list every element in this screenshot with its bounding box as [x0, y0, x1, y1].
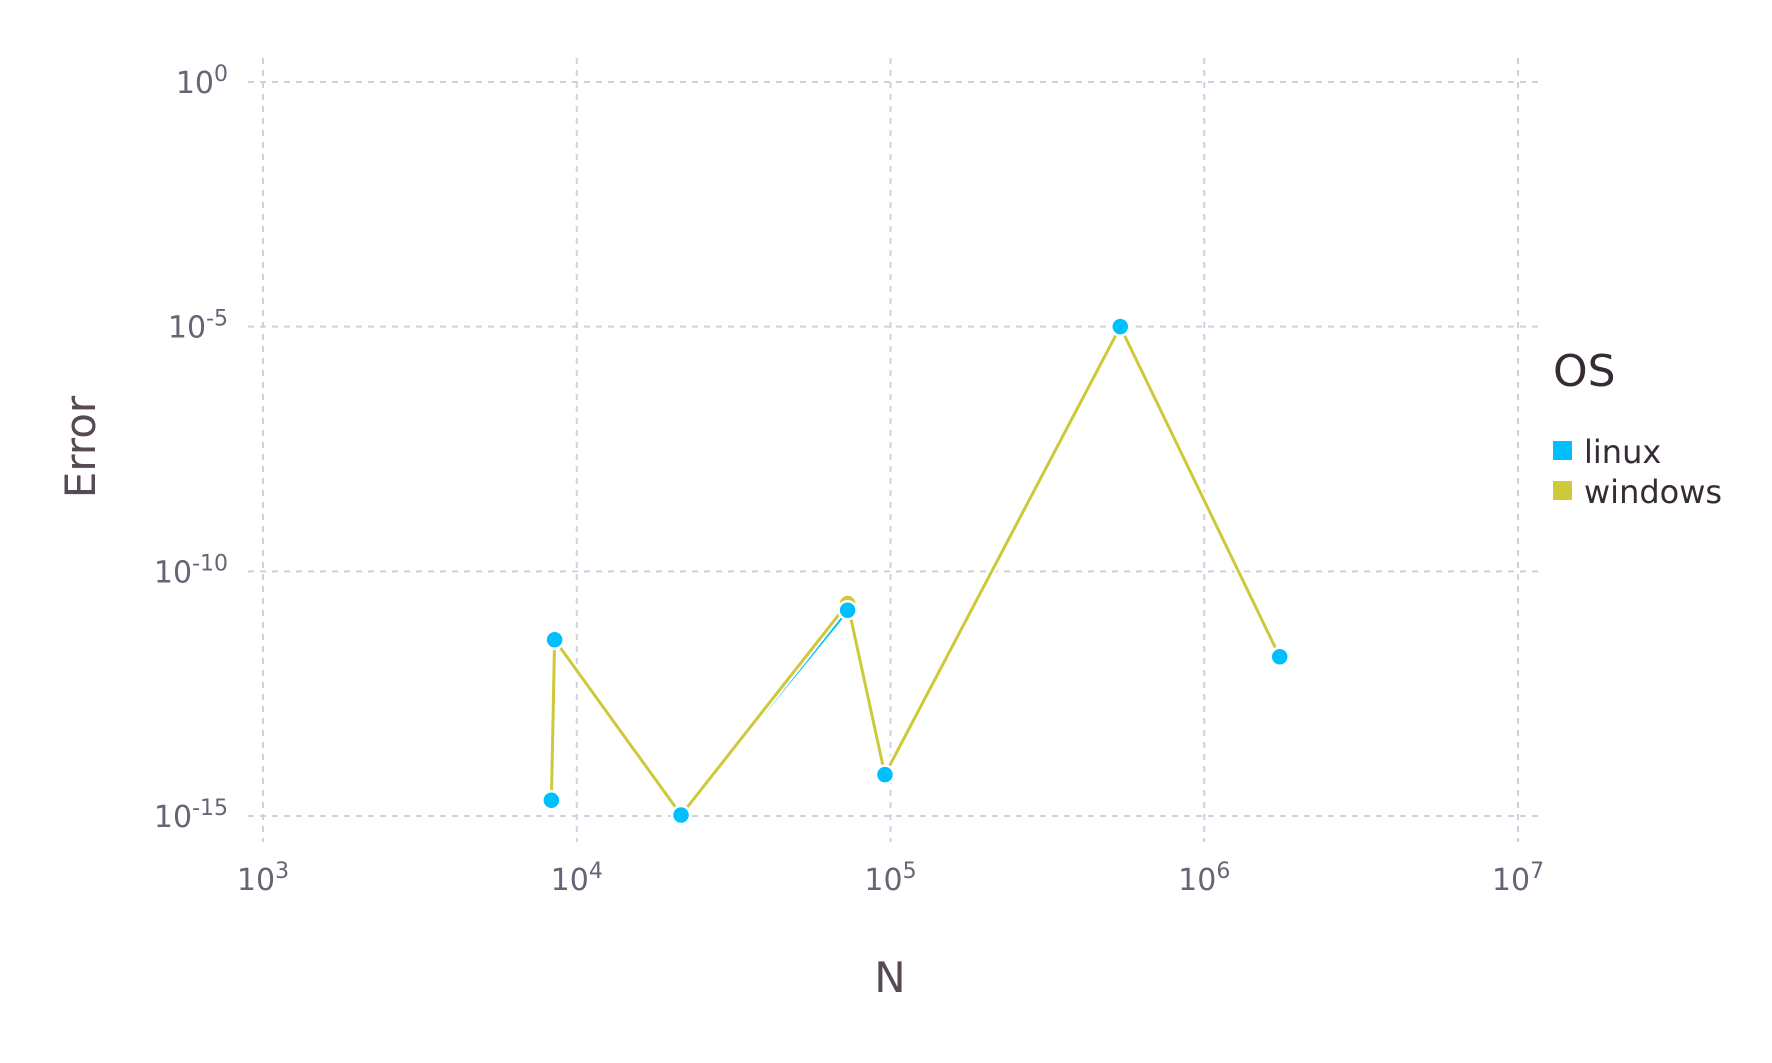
x-tick-label: 106	[1178, 859, 1230, 898]
legend-swatch-linux	[1553, 441, 1572, 460]
data-point-linux	[1269, 646, 1290, 667]
data-point-linux	[837, 600, 858, 621]
legend-label-windows: windows	[1584, 473, 1722, 511]
data-point-linux	[874, 764, 896, 785]
y-axis-title: Error	[56, 395, 105, 498]
x-tick-label: 104	[551, 859, 603, 898]
y-tick-label: 10-5	[168, 307, 228, 346]
legend-label-linux: linux	[1584, 433, 1661, 471]
data-point-linux	[670, 804, 692, 826]
data-point-linux	[541, 789, 562, 811]
x-axis-ticks: 103 104 105 106 107	[237, 859, 1544, 898]
y-tick-label: 10-15	[154, 796, 228, 835]
legend-title: OS	[1553, 346, 1616, 397]
x-tick-label: 103	[237, 859, 289, 898]
x-tick-label: 107	[1492, 859, 1544, 898]
grid	[248, 58, 1540, 842]
data-point-linux	[1110, 316, 1131, 337]
legend: OS linux windows	[1553, 346, 1722, 511]
y-axis-ticks: 100 10-5 10-10 10-15	[154, 62, 228, 835]
data-point-linux	[544, 629, 565, 650]
y-tick-label: 100	[176, 62, 228, 101]
x-axis-title: N	[874, 953, 905, 1002]
y-tick-label: 10-10	[154, 551, 228, 590]
series-points	[541, 316, 1290, 826]
x-tick-label: 105	[864, 859, 916, 898]
legend-swatch-windows	[1553, 481, 1572, 500]
